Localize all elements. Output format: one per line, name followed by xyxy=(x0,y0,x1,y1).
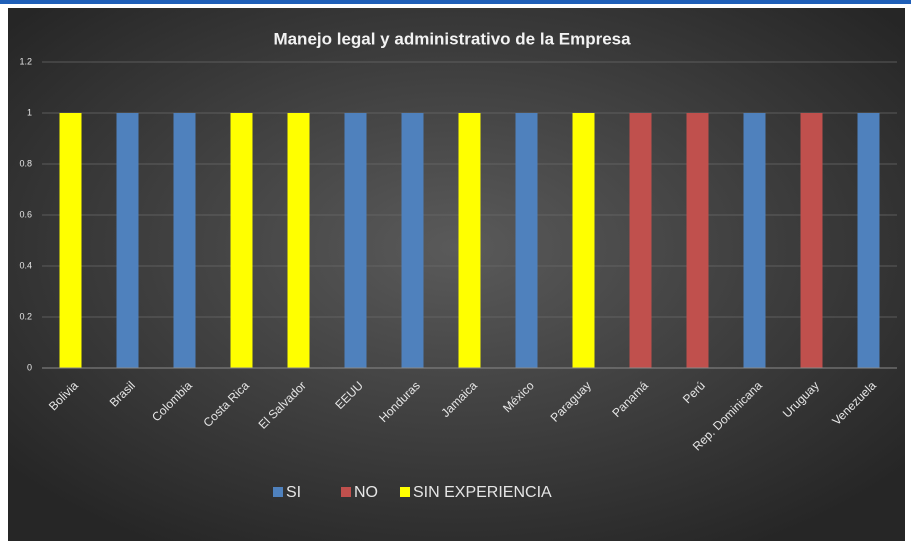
bar xyxy=(287,113,310,368)
legend-label: NO xyxy=(354,484,378,501)
bar xyxy=(800,113,823,368)
bar xyxy=(116,113,139,368)
y-tick-label: 0.8 xyxy=(19,158,32,168)
legend-swatch xyxy=(400,487,410,497)
chart-title: Manejo legal y administrativo de la Empr… xyxy=(273,29,631,48)
y-tick-label: 1 xyxy=(27,107,32,117)
legend-swatch xyxy=(341,487,351,497)
bar xyxy=(629,113,652,368)
legend-label: SI xyxy=(286,484,301,501)
chart-area xyxy=(8,8,905,541)
y-tick-label: 1.2 xyxy=(19,56,32,66)
bar xyxy=(173,113,196,368)
top-border xyxy=(0,0,911,4)
y-tick-label: 0 xyxy=(27,362,32,372)
legend-label: SIN EXPERIENCIA xyxy=(413,484,552,501)
y-tick-label: 0.4 xyxy=(19,260,32,270)
bar xyxy=(743,113,766,368)
y-tick-label: 0.2 xyxy=(19,311,32,321)
bar xyxy=(59,113,82,368)
legend-swatch xyxy=(273,487,283,497)
bar xyxy=(401,113,424,368)
y-tick-label: 0.6 xyxy=(19,209,32,219)
bar xyxy=(686,113,709,368)
bar xyxy=(857,113,880,368)
bar xyxy=(458,113,481,368)
bar xyxy=(572,113,595,368)
bar xyxy=(515,113,538,368)
bar xyxy=(344,113,367,368)
bar xyxy=(230,113,253,368)
